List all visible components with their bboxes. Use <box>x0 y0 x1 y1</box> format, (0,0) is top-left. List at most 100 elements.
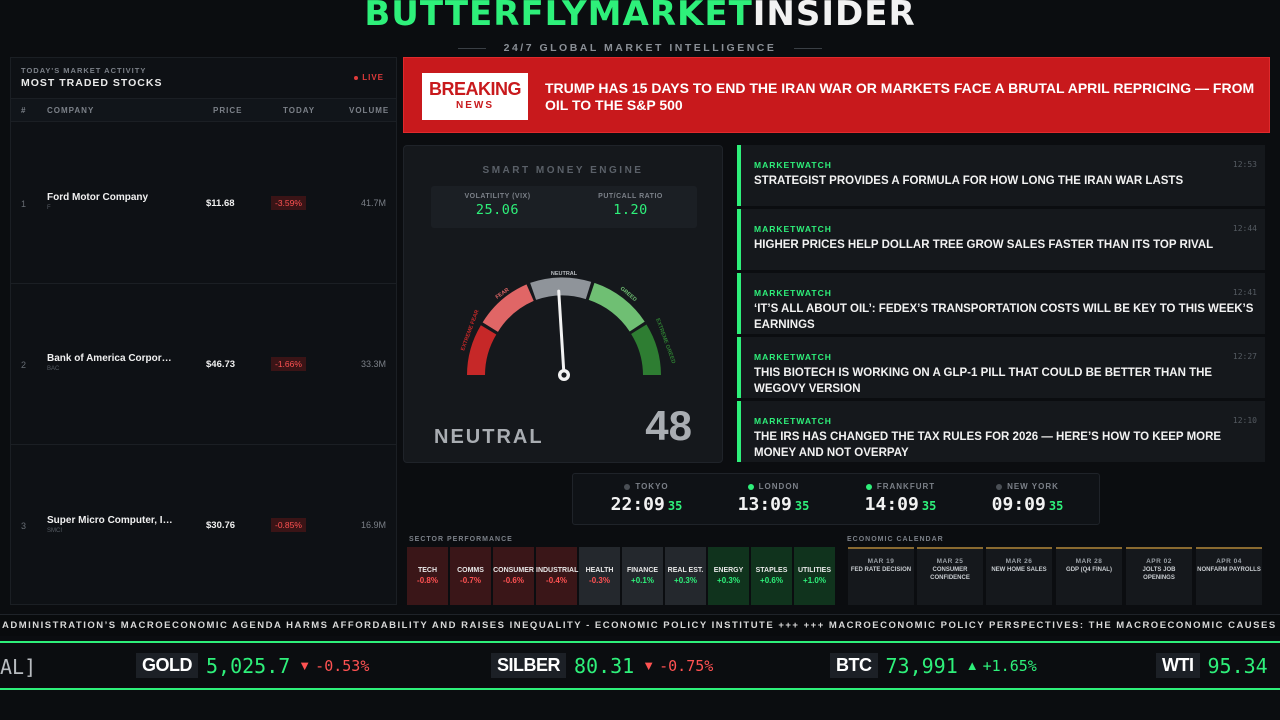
col-num: # <box>21 106 27 115</box>
stock-volume: 41.7M <box>360 198 386 208</box>
col-today: TODAY <box>283 106 316 115</box>
stock-change: -1.66% <box>271 357 306 371</box>
col-volume: VOLUME <box>349 106 390 115</box>
ticker-item-wti: WTI 95.34 <box>1156 653 1280 681</box>
sector-tile[interactable]: STAPLES +0.6% <box>751 547 792 605</box>
stock-price: $46.73 <box>206 359 236 370</box>
gauge-needle <box>557 289 566 377</box>
vix-metric: VOLATILITY (VIX) 25.06 <box>431 193 564 218</box>
news-time: 12:27 <box>1232 352 1257 361</box>
news-item[interactable]: MARKETWATCH 12:27 THIS BIOTECH IS WORKIN… <box>737 337 1265 398</box>
breaking-news-badge: BREAKING NEWS <box>422 73 528 120</box>
fear-greed-gauge: EXTREME FEAR FEAR NEUTRAL GREED EXTREME … <box>460 271 676 381</box>
market-status-dot <box>747 483 754 490</box>
table-header: # COMPANY PRICE TODAY VOLUME <box>11 98 396 122</box>
most-traded-stocks-panel: TODAY'S MARKET ACTIVITY MOST TRADED STOC… <box>10 57 397 605</box>
news-time: 12:10 <box>1232 416 1257 425</box>
sector-tile[interactable]: ENERGY +0.3% <box>708 547 749 605</box>
stock-change: -0.85% <box>271 518 306 532</box>
news-time: 12:41 <box>1232 288 1257 297</box>
news-headline: HIGHER PRICES HELP DOLLAR TREE GROW SALE… <box>754 239 1214 251</box>
put-call-value: 1.20 <box>613 202 648 218</box>
clock-tokyo: TOKYO 22:09 35 <box>610 482 683 515</box>
ticker-item-btc: BTC 73,991 ▲ +1.65% <box>830 653 1037 681</box>
news-item[interactable]: MARKETWATCH 12:41 ‘IT’S ALL ABOUT OIL’: … <box>737 273 1265 334</box>
news-time: 12:44 <box>1232 224 1257 233</box>
panel-subtitle: TODAY'S MARKET ACTIVITY <box>21 66 147 75</box>
tagline: 24/7 GLOBAL MARKET INTELLIGENCE <box>0 42 1280 54</box>
live-badge: LIVE <box>354 73 384 82</box>
company-ticker: SMCI <box>47 528 62 534</box>
sector-tile[interactable]: REAL EST. +0.3% <box>665 547 706 605</box>
calendar-event[interactable]: APR 02 JOLTS JOB OPENINGS <box>1126 547 1192 605</box>
ticker-lead-fragment: AL] <box>0 655 37 679</box>
smart-money-engine: SMART MONEY ENGINE VOLATILITY (VIX) 25.0… <box>403 145 723 463</box>
engine-title: SMART MONEY ENGINE <box>482 165 644 176</box>
news-headline: ‘IT’S ALL ABOUT OIL’: FEDEX’S TRANSPORTA… <box>754 303 1254 331</box>
news-item[interactable]: MARKETWATCH 12:44 HIGHER PRICES HELP DOL… <box>737 209 1265 270</box>
news-source: MARKETWATCH <box>754 160 832 170</box>
sector-tile[interactable]: CONSUMER -0.6% <box>493 547 534 605</box>
stock-volume: 16.9M <box>360 520 386 530</box>
news-headline: THE IRS HAS CHANGED THE TAX RULES FOR 20… <box>754 431 1222 459</box>
calendar-event[interactable]: MAR 26 NEW HOME SALES <box>986 547 1052 605</box>
gauge-arc-extreme-fear <box>467 325 497 376</box>
row-rank: 2 <box>21 360 27 370</box>
company-name: Ford Motor Company <box>47 192 149 203</box>
news-source: MARKETWATCH <box>754 288 832 298</box>
header: BUTTERFLYMARKETINSIDER 24/7 GLOBAL MARKE… <box>0 0 1280 56</box>
calendar-label: ECONOMIC CALENDAR <box>847 536 944 543</box>
sector-tile[interactable]: TECH -0.8% <box>407 547 448 605</box>
row-rank: 1 <box>21 199 27 209</box>
sector-tile[interactable]: INDUSTRIAL -0.4% <box>536 547 578 605</box>
table-row[interactable]: 3 Super Micro Computer, I… SMCI $30.76 -… <box>11 445 396 606</box>
news-ticker: ADMINISTRATION’S MACROECONOMIC AGENDA HA… <box>0 614 1280 636</box>
table-row[interactable]: 1 Ford Motor Company F $11.68 -3.59% 41.… <box>11 123 396 284</box>
sector-label: SECTOR PERFORMANCE <box>409 536 513 543</box>
news-source: MARKETWATCH <box>754 416 832 426</box>
calendar-event[interactable]: MAR 28 GDP (Q4 FINAL) <box>1056 547 1122 605</box>
clock-new-york: NEW YORK 09:09 35 <box>991 482 1064 515</box>
put-call-metric: PUT/CALL RATIO 1.20 <box>564 193 697 218</box>
news-headline: THIS BIOTECH IS WORKING ON A GLP-1 PILL … <box>754 367 1213 395</box>
calendar-event[interactable]: MAR 19 FED RATE DECISION <box>848 547 914 605</box>
sector-tile[interactable]: UTILITIES +1.0% <box>794 547 835 605</box>
gauge-arc-greed <box>588 282 645 332</box>
news-item[interactable]: MARKETWATCH 12:10 THE IRS HAS CHANGED TH… <box>737 401 1265 462</box>
company-ticker: F <box>47 205 51 211</box>
news-time: 12:53 <box>1232 160 1257 169</box>
news-ticker-text: ADMINISTRATION’S MACROECONOMIC AGENDA HA… <box>2 620 1280 631</box>
market-status-dot <box>624 483 631 490</box>
table-row[interactable]: 2 Bank of America Corpor… BAC $46.73 -1.… <box>11 284 396 445</box>
company-ticker: BAC <box>47 366 60 372</box>
row-rank: 3 <box>21 521 27 531</box>
gauge-arc-neutral <box>530 277 592 300</box>
market-status-dot <box>865 483 872 490</box>
brand-logo: BUTTERFLYMARKETINSIDER <box>364 0 916 34</box>
sector-tile[interactable]: HEALTH -0.3% <box>579 547 620 605</box>
news-item[interactable]: MARKETWATCH 12:53 STRATEGIST PROVIDES A … <box>737 145 1265 206</box>
panel-title: MOST TRADED STOCKS <box>21 77 163 89</box>
engine-metrics: VOLATILITY (VIX) 25.06 PUT/CALL RATIO 1.… <box>431 186 697 228</box>
clock-london: LONDON 13:09 35 <box>737 482 810 515</box>
col-price: PRICE <box>213 106 243 115</box>
news-feed: MARKETWATCH 12:53 STRATEGIST PROVIDES A … <box>737 145 1265 463</box>
calendar-event[interactable]: MAR 25 CONSUMER CONFIDENCE <box>917 547 983 605</box>
breaking-headline: TRUMP HAS 15 DAYS TO END THE IRAN WAR OR… <box>545 80 1255 113</box>
vix-value: 25.06 <box>475 202 520 218</box>
gauge-arc-extreme-greed <box>630 324 661 376</box>
gauge-label-neutral: NEUTRAL <box>551 271 578 277</box>
breaking-news-banner[interactable]: BREAKING NEWS TRUMP HAS 15 DAYS TO END T… <box>403 57 1270 133</box>
news-source: MARKETWATCH <box>754 352 832 362</box>
calendar-event[interactable]: APR 04 NONFARM PAYROLLS <box>1196 547 1262 605</box>
stock-volume: 33.3M <box>360 359 386 369</box>
sector-tile[interactable]: COMMS -0.7% <box>450 547 491 605</box>
sentiment-state: NEUTRAL <box>434 426 544 448</box>
sector-performance: SECTOR PERFORMANCE TECH -0.8% COMMS -0.7% … <box>407 536 835 606</box>
sector-tile[interactable]: FINANCE +0.1% <box>622 547 663 605</box>
ticker-item-gold: GOLD 5,025.7 ▼ -0.53% <box>136 653 369 681</box>
news-source: MARKETWATCH <box>754 224 832 234</box>
stock-price: $30.76 <box>206 520 236 531</box>
clock-frankfurt: FRANKFURT 14:09 35 <box>864 482 937 515</box>
stock-price: $11.68 <box>206 198 235 209</box>
